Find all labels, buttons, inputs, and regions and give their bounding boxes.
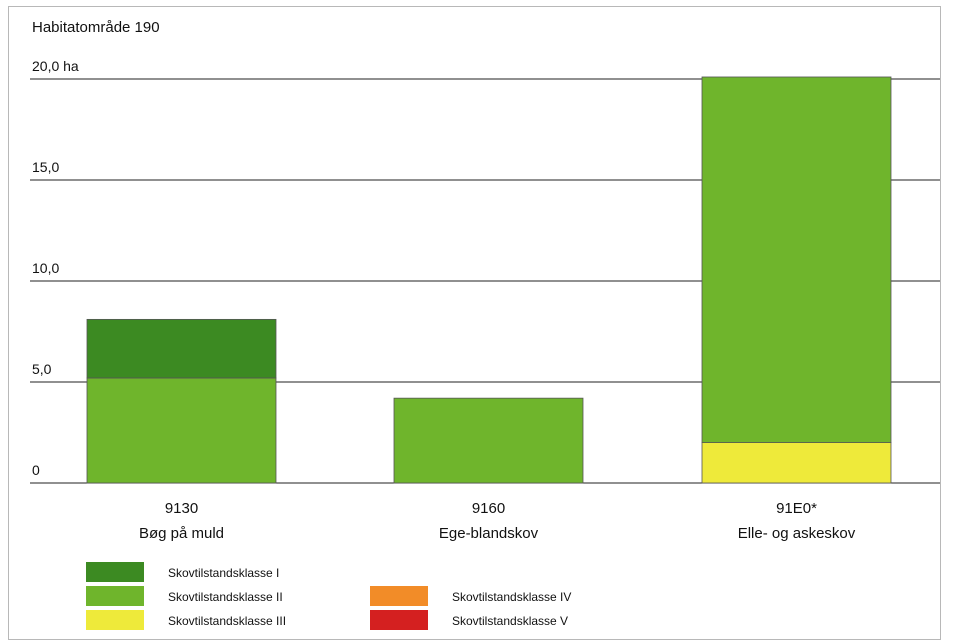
legend-swatch-3 [86,610,144,630]
legend: Skovtilstandsklasse I Skovtilstandsklasse… [86,562,571,630]
category-code-1: 9160 [472,500,505,517]
category-code-0: 9130 [165,500,198,517]
legend-label-1: Skovtilstandsklasse I [168,566,279,580]
category-code-2: 91E0* [776,500,817,517]
legend-label-3: Skovtilstandsklasse III [168,614,286,628]
legend-label-5: Skovtilstandsklasse V [452,614,568,628]
chart-title: Habitatområde 190 [32,19,160,36]
y-tick-label-0: 0 [32,462,40,478]
bars [86,76,892,484]
y-tick-labels: 0 5,0 10,0 15,0 20,0 ha [32,58,79,478]
legend-label-2: Skovtilstandsklasse II [168,590,283,604]
bar-9130-segment-2 [86,377,277,484]
bar-9160-segment-2 [393,397,584,484]
legend-label-4: Skovtilstandsklasse IV [452,590,571,604]
y-tick-label-2: 10,0 [32,260,59,276]
y-tick-label-4: 20,0 ha [32,58,79,74]
bar-91E0*-segment-2 [701,76,892,443]
legend-swatch-4 [370,586,428,606]
bar-91E0*-segment-3 [701,442,892,484]
category-labels: 9130 Bøg på muld 9160 Ege-blandskov 91E0* Ell… [139,500,856,542]
bar-9130-segment-1 [86,318,277,379]
legend-swatch-2 [86,586,144,606]
y-tick-label-3: 15,0 [32,159,59,175]
legend-swatch-5 [370,610,428,630]
y-tick-label-1: 5,0 [32,361,52,377]
category-name-1: Ege-blandskov [439,525,539,542]
legend-swatch-1 [86,562,144,582]
category-name-0: Bøg på muld [139,525,224,542]
category-name-2: Elle- og askeskov [738,525,856,542]
